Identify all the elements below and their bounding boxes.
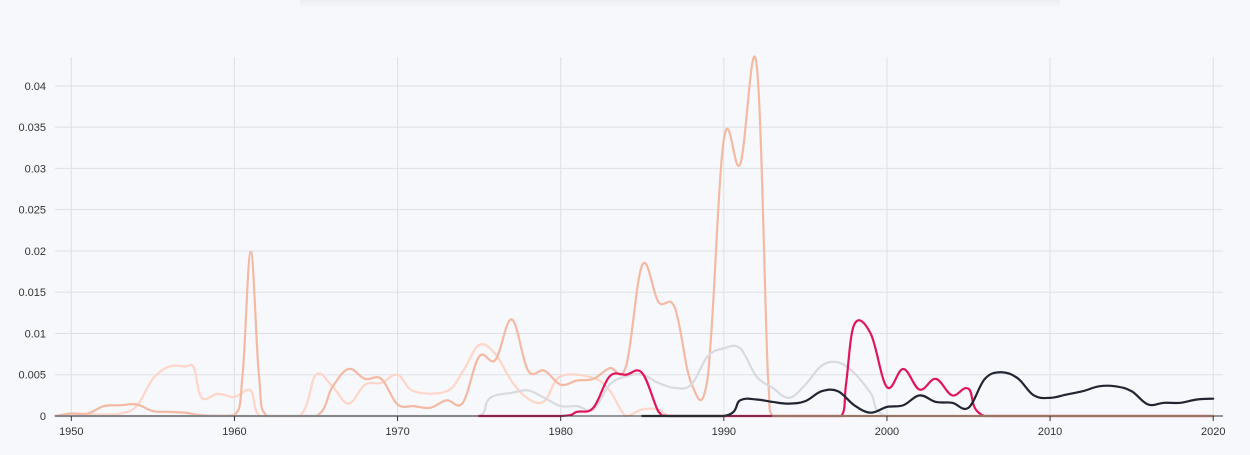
y-tick-label: 0.02 (25, 246, 46, 258)
x-tick-label: 1980 (548, 426, 572, 438)
x-tick-label: 1970 (385, 426, 409, 438)
y-tick-label: 0.03 (25, 163, 46, 175)
series-line-2 (53, 55, 1215, 418)
x-tick-label: 2000 (875, 426, 899, 438)
top-shadow-decoration (300, 0, 1060, 8)
series-line-1 (53, 343, 1215, 418)
y-tick-label: 0.015 (18, 287, 46, 299)
y-tick-label: 0 (40, 411, 46, 423)
grid-lines (55, 57, 1223, 416)
x-tick-label: 1960 (222, 426, 246, 438)
series-line-5 (641, 371, 1215, 418)
x-tick-label: 2010 (1038, 426, 1062, 438)
x-tick-label: 1950 (59, 426, 83, 438)
y-tick-label: 0.005 (18, 370, 46, 382)
x-tick-label: 1990 (712, 426, 736, 438)
series-lines (53, 55, 1215, 418)
y-tick-label: 0.04 (25, 81, 46, 93)
axes: 0 0.005 0.01 0.015 0.02 0.025 0.03 0.035 0.04 195… (18, 81, 1225, 438)
y-tick-label: 0.01 (25, 328, 46, 340)
y-tick-label: 0.035 (18, 122, 46, 134)
series-line-3 (53, 344, 1215, 418)
x-tick-label: 2020 (1201, 426, 1225, 438)
series-line-4 (478, 319, 1215, 418)
y-tick-label: 0.025 (18, 205, 46, 217)
